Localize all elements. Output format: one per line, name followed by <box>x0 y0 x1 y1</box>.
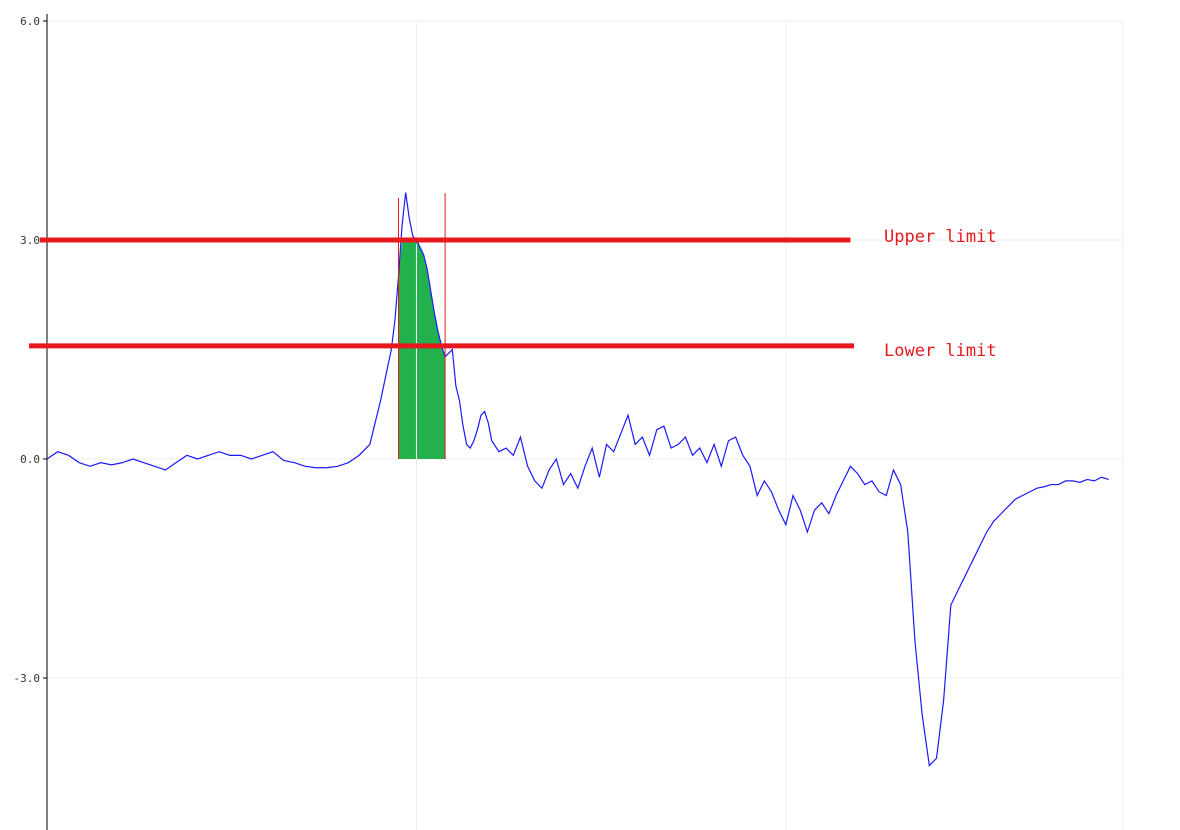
grid-lines <box>47 20 1124 830</box>
y-tick-label: -3.0 <box>14 672 41 685</box>
signal-line <box>46 192 1109 767</box>
highlight-fill <box>398 240 446 459</box>
y-axis: 6.0 3.0 0.0 -3.0 <box>14 14 48 830</box>
limit-lines <box>29 193 854 459</box>
highlight-region <box>398 240 446 459</box>
y-tick-label: 6.0 <box>20 15 40 28</box>
y-tick-label: 0.0 <box>20 453 40 466</box>
upper-limit-label: Upper limit <box>884 227 997 247</box>
lower-limit-label: Lower limit <box>884 341 997 361</box>
y-tick-label: 3.0 <box>20 234 40 247</box>
annotation-labels: Upper limit Lower limit <box>884 227 997 361</box>
series-layer <box>46 192 1109 767</box>
